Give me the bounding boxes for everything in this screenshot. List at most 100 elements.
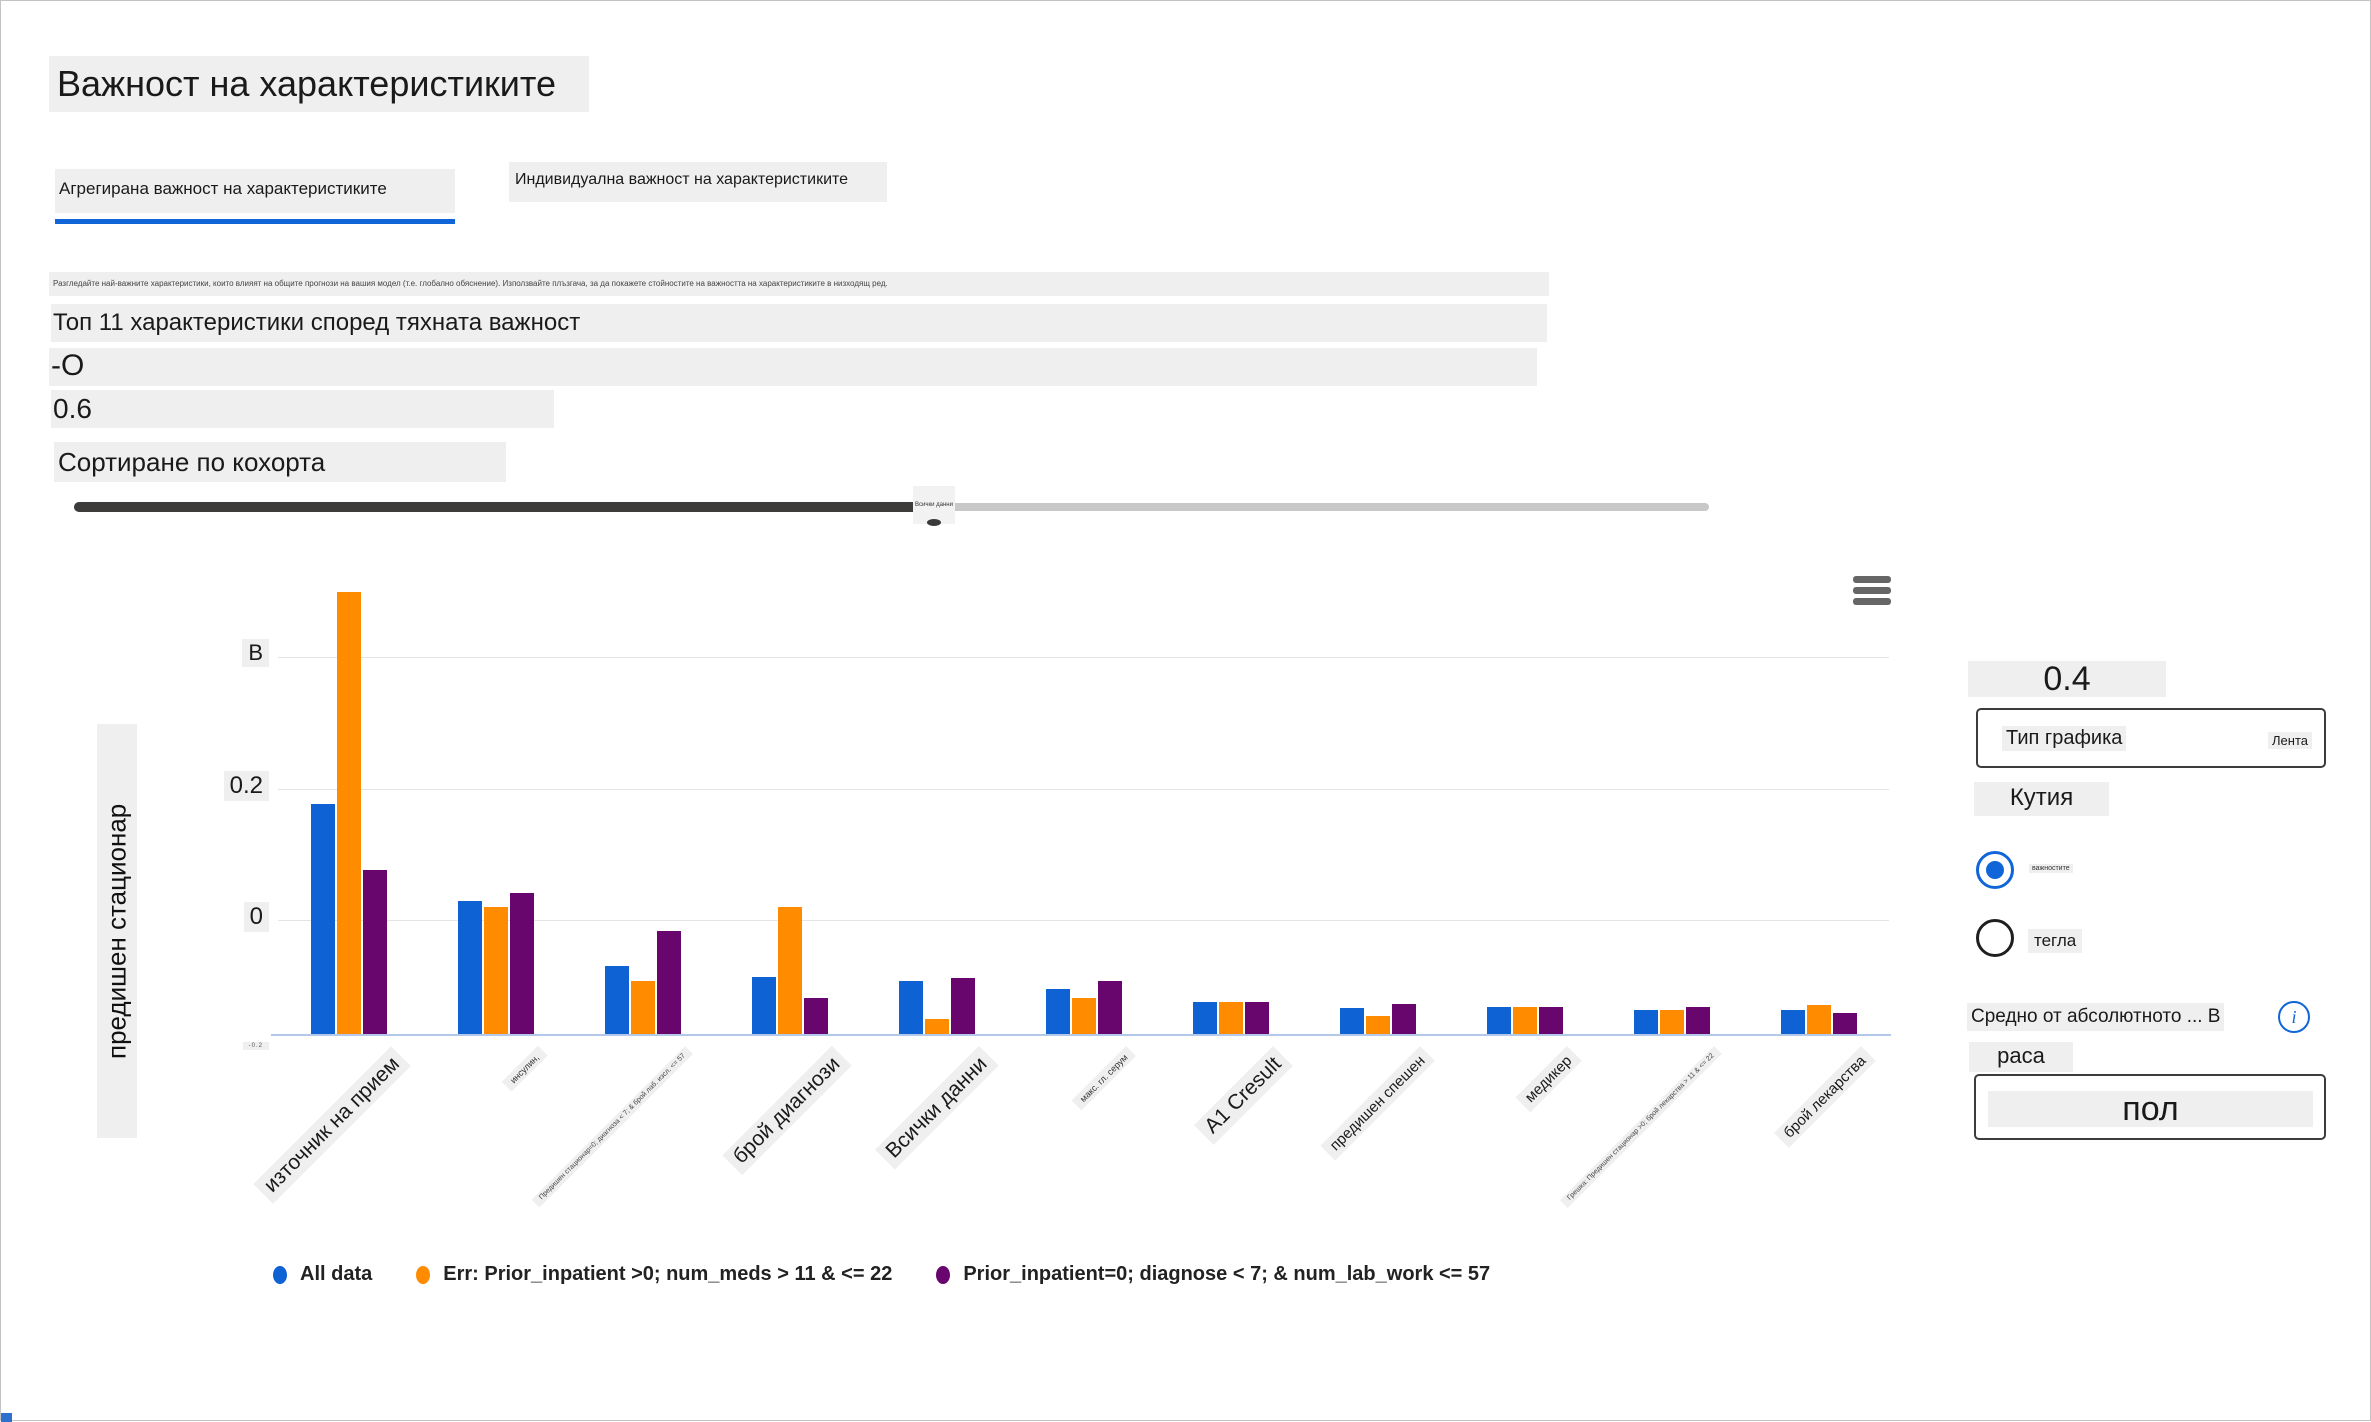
- legend-marker-icon: [936, 1265, 951, 1284]
- bar-group: [458, 893, 534, 1034]
- radio-importances[interactable]: [1976, 851, 2014, 889]
- legend-label: Err: Prior_inpatient >0; num_meds > 11 &…: [443, 1263, 893, 1285]
- legend-label: Prior_inpatient=0; diagnose < 7; & num_l…: [963, 1263, 1491, 1285]
- chart-type-value: Лента: [2268, 732, 2312, 749]
- gridline: [278, 788, 1889, 790]
- bar-s2-g10[interactable]: [1833, 1012, 1857, 1034]
- y-axis-title: предишен стационар: [97, 724, 137, 1138]
- bar-group: [1340, 1003, 1416, 1034]
- info-icon[interactable]: i: [2278, 1001, 2310, 1033]
- gridline: [278, 657, 1889, 659]
- page-title: Важност на характеристиките: [49, 56, 589, 112]
- box-option-label[interactable]: Кутия: [1974, 782, 2109, 816]
- text-fragment-minus: -О: [49, 348, 1537, 386]
- y-tick-label: -0.2: [242, 1041, 269, 1050]
- bar-s2-g5[interactable]: [1098, 980, 1122, 1034]
- bar-s0-g8[interactable]: [1487, 1007, 1511, 1034]
- bar-s2-g8[interactable]: [1539, 1007, 1563, 1034]
- feature-importance-chart: В 0.2 0 -0.2 източник на прием инсулин, Предиш…: [141, 576, 1891, 1246]
- x-axis-label: Грешка: Предишен стационар >0; брой лека…: [1559, 1046, 1722, 1209]
- bar-s2-g9[interactable]: [1686, 1007, 1710, 1034]
- x-axis-line: [271, 1034, 1891, 1036]
- bar-s2-g6[interactable]: [1245, 1001, 1269, 1034]
- legend-item[interactable]: Err: Prior_inpatient >0; num_meds > 11 &…: [416, 1263, 892, 1286]
- bar-s0-g7[interactable]: [1340, 1007, 1364, 1034]
- bar-group: [1046, 980, 1122, 1034]
- bar-s1-g7[interactable]: [1366, 1016, 1390, 1034]
- bar-s0-g1[interactable]: [458, 901, 482, 1034]
- active-tab-underline: [55, 219, 455, 224]
- x-axis-label: Всички данни: [875, 1046, 999, 1170]
- bar-group: [605, 930, 681, 1034]
- bar-s1-g9[interactable]: [1660, 1009, 1684, 1034]
- bar-s1-g3[interactable]: [778, 907, 802, 1034]
- chart-legend: All data Err: Prior_inpatient >0; num_med…: [273, 1263, 1490, 1286]
- bar-s1-g6[interactable]: [1219, 1001, 1243, 1034]
- x-axis-label: A1 Cresult: [1193, 1046, 1293, 1146]
- bar-s0-g9[interactable]: [1634, 1009, 1658, 1034]
- bar-s1-g10[interactable]: [1807, 1005, 1831, 1034]
- importance-value-label: 0.4: [1968, 661, 2166, 697]
- metric-label: Средно от абсолютното ... В: [1967, 1003, 2225, 1031]
- bar-s1-g2[interactable]: [631, 980, 655, 1034]
- bar-group: [899, 978, 975, 1034]
- topk-slider-thumb[interactable]: Всички данни: [913, 486, 955, 524]
- legend-marker-icon: [416, 1265, 431, 1284]
- x-axis-label: брой диагнози: [722, 1046, 852, 1176]
- bar-group: [1487, 1007, 1563, 1034]
- bar-s1-g8[interactable]: [1513, 1007, 1537, 1034]
- bar-group: [1781, 1005, 1857, 1034]
- top-features-label: Топ 11 характеристики според тяхната важ…: [51, 304, 1547, 342]
- x-axis-label: брой лекарства: [1774, 1046, 1876, 1148]
- feature-select-box[interactable]: пол: [1974, 1074, 2326, 1140]
- x-axis-label: макс. гл. серум: [1071, 1046, 1136, 1111]
- chart-type-dropdown[interactable]: Тип графика Лента: [1976, 708, 2326, 768]
- legend-item[interactable]: All data: [273, 1263, 372, 1286]
- text-fragment-value: 0.6: [51, 390, 554, 428]
- bar-s1-g0[interactable]: [337, 591, 361, 1034]
- y-tick-label: 0: [243, 902, 269, 933]
- bar-s0-g6[interactable]: [1193, 1001, 1217, 1034]
- chart-type-label: Тип графика: [2002, 726, 2127, 751]
- x-axis-label: предишен спешен: [1320, 1046, 1435, 1161]
- legend-item[interactable]: Prior_inpatient=0; diagnose < 7; & num_l…: [936, 1263, 1490, 1286]
- bar-s2-g7[interactable]: [1392, 1003, 1416, 1034]
- corner-artifact: [1, 1413, 12, 1422]
- bar-s2-g3[interactable]: [804, 997, 828, 1034]
- bar-s2-g4[interactable]: [951, 978, 975, 1034]
- bar-group: [752, 907, 828, 1034]
- bar-s2-g1[interactable]: [510, 893, 534, 1034]
- bar-group: [1193, 1001, 1269, 1034]
- feature-gender-label: пол: [1988, 1091, 2313, 1127]
- plot-area: [271, 576, 1891, 1036]
- bar-s2-g0[interactable]: [363, 870, 387, 1034]
- bar-s0-g3[interactable]: [752, 976, 776, 1034]
- x-axis-label: Предишен стационар=0; диагноза < 7; & бр…: [531, 1046, 693, 1208]
- tab-individual-importance[interactable]: Индивидуална важност на характеристиките: [509, 162, 887, 202]
- tab-aggregate-importance[interactable]: Агрегирана важност на характеристиките: [55, 169, 455, 213]
- bar-s1-g5[interactable]: [1072, 997, 1096, 1034]
- chart-menu-icon[interactable]: [1853, 576, 1891, 608]
- y-tick-label: В: [242, 639, 269, 668]
- slider-tooltip-label: Всички данни: [915, 502, 953, 508]
- bar-s0-g0[interactable]: [311, 803, 335, 1034]
- topk-slider-fill: [74, 502, 931, 512]
- bar-group: [311, 591, 387, 1034]
- bar-s0-g5[interactable]: [1046, 989, 1070, 1034]
- bar-s1-g1[interactable]: [484, 907, 508, 1034]
- legend-label: All data: [300, 1263, 373, 1285]
- bar-s1-g4[interactable]: [925, 1018, 949, 1034]
- slider-thumb-dot: [927, 519, 941, 526]
- y-tick-label: 0.2: [223, 770, 269, 801]
- radio-weights[interactable]: [1976, 919, 2014, 957]
- bar-s2-g2[interactable]: [657, 930, 681, 1034]
- radio-importances-label: важностите: [2029, 864, 2073, 873]
- legend-marker-icon: [273, 1265, 287, 1284]
- bar-s0-g4[interactable]: [899, 980, 923, 1034]
- bar-s0-g2[interactable]: [605, 966, 629, 1034]
- sort-by-cohort-label: Сортиране по кохорта: [54, 442, 506, 482]
- feature-race-label[interactable]: раса: [1969, 1042, 2073, 1072]
- description-text: Разгледайте най-важните характеристики, …: [49, 272, 1549, 296]
- bar-s0-g10[interactable]: [1781, 1009, 1805, 1034]
